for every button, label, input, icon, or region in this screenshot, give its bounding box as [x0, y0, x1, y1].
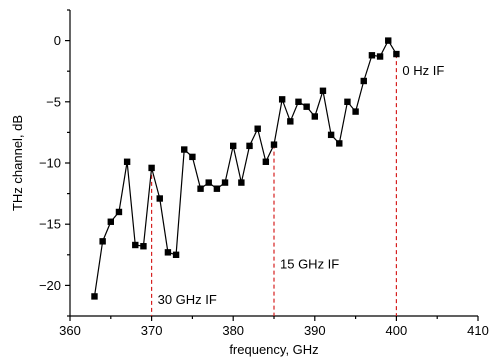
data-point-marker [221, 179, 229, 186]
data-point-marker [327, 131, 335, 139]
data-point-marker [376, 53, 384, 60]
x-tick-label: 400 [386, 323, 408, 338]
data-point-marker [262, 158, 270, 165]
reference-lines [151, 54, 397, 316]
data-point-marker [303, 103, 310, 110]
y-tick-label: −20 [39, 278, 61, 293]
data-point-marker [311, 113, 318, 120]
data-point-marker [270, 141, 278, 148]
y-axis-title: THz channel, dB [10, 115, 25, 211]
data-point-marker [156, 195, 163, 202]
data-point-marker [181, 146, 188, 153]
data-series [91, 37, 400, 300]
x-tick-label: 380 [222, 323, 244, 338]
data-point-marker [164, 249, 172, 256]
y-tick-label: 0 [54, 33, 61, 48]
data-point-marker [278, 96, 286, 103]
x-tick-label: 370 [141, 323, 163, 338]
annotation-labels: 30 GHz IF 15 GHz IF 0 Hz IF [158, 63, 445, 307]
x-tick-label: 390 [304, 323, 326, 338]
data-point-marker [148, 164, 155, 172]
y-tick-label: −15 [39, 217, 61, 232]
data-point-marker [115, 208, 123, 216]
data-point-marker [368, 52, 376, 59]
y-tick-label: −5 [46, 94, 61, 109]
plot-frame [69, 10, 478, 317]
data-point-marker [336, 140, 343, 147]
data-point-marker [238, 179, 245, 186]
x-axis-ticks: 360 370 380 390 400 410 [59, 316, 489, 338]
x-tick-label: 360 [59, 323, 81, 338]
data-point-marker [385, 37, 392, 44]
data-point-marker [189, 153, 196, 161]
data-point-marker [295, 98, 302, 105]
data-point-marker [107, 218, 114, 225]
data-point-marker [344, 98, 351, 105]
series-line [93, 39, 397, 297]
data-point-marker [254, 125, 261, 132]
data-point-marker [360, 77, 367, 85]
if-annotation-label: 0 Hz IF [402, 63, 444, 78]
y-tick-label: −10 [39, 156, 61, 171]
data-point-marker [246, 142, 253, 150]
data-point-marker [287, 118, 294, 125]
data-point-marker [213, 185, 221, 192]
data-point-marker [197, 185, 204, 192]
data-point-marker [319, 87, 327, 94]
data-point-marker [230, 142, 237, 150]
x-tick-label: 410 [467, 323, 489, 338]
data-point-marker [140, 243, 147, 250]
data-point-marker [91, 293, 98, 300]
data-point-marker [393, 50, 400, 58]
data-point-marker [352, 108, 359, 115]
data-point-marker [123, 158, 131, 165]
x-axis-title: frequency, GHz [229, 342, 318, 357]
data-point-marker [99, 238, 106, 245]
data-point-marker [172, 251, 180, 258]
y-axis-ticks: 0 −5 −10 −15 −20 [39, 9, 70, 317]
data-point-marker [205, 179, 212, 186]
if-annotation-label: 15 GHz IF [280, 256, 339, 271]
data-point-marker [132, 241, 139, 249]
if-annotation-label: 30 GHz IF [158, 292, 217, 307]
